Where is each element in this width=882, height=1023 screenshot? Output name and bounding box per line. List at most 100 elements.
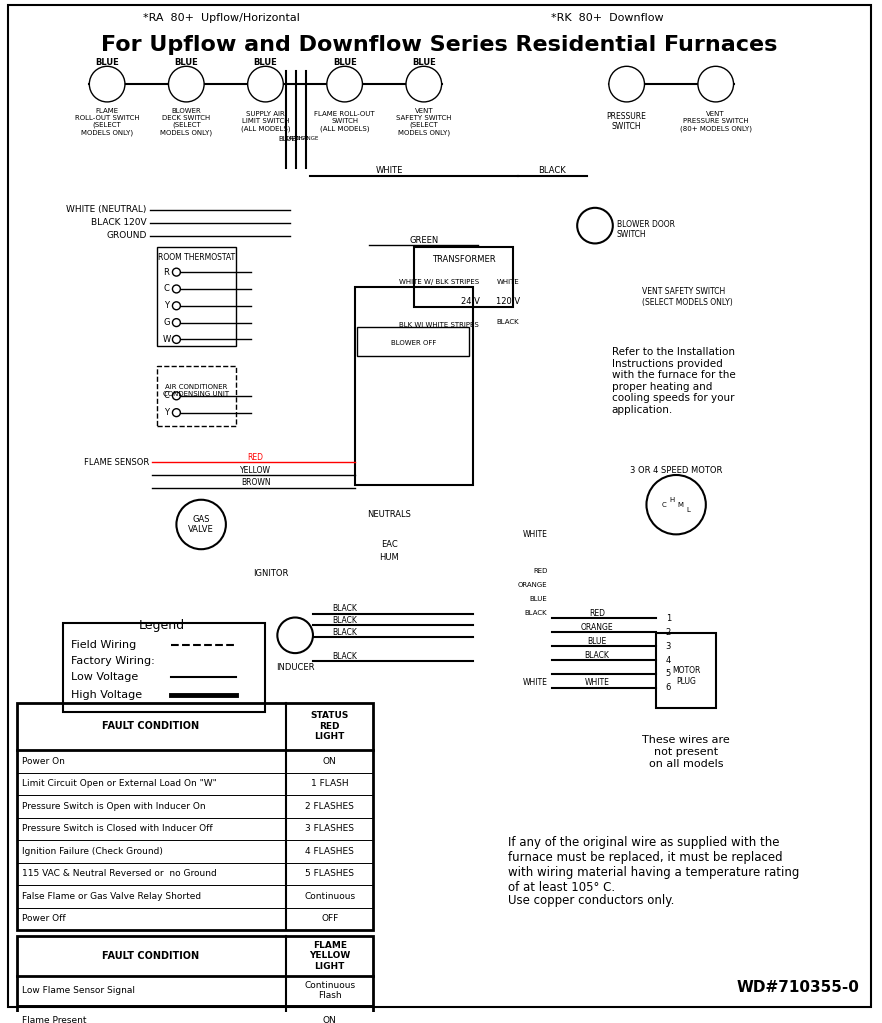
Text: 2 FLASHES: 2 FLASHES xyxy=(305,802,355,811)
Text: VENT
SAFETY SWITCH
(SELECT
MODELS ONLY): VENT SAFETY SWITCH (SELECT MODELS ONLY) xyxy=(396,107,452,136)
Circle shape xyxy=(173,336,180,344)
Text: Pressure Switch is Open with Inducer On: Pressure Switch is Open with Inducer On xyxy=(22,802,206,811)
Text: FAULT CONDITION: FAULT CONDITION xyxy=(102,951,199,961)
Text: 3 OR 4 SPEED MOTOR: 3 OR 4 SPEED MOTOR xyxy=(630,465,722,475)
Text: BLOWER DOOR
SWITCH: BLOWER DOOR SWITCH xyxy=(617,220,675,239)
Text: WHITE: WHITE xyxy=(376,166,403,175)
Text: VENT SAFETY SWITCH
(SELECT MODELS ONLY): VENT SAFETY SWITCH (SELECT MODELS ONLY) xyxy=(641,287,732,307)
Circle shape xyxy=(327,66,363,102)
Text: GAS
VALVE: GAS VALVE xyxy=(188,515,214,534)
Text: BLACK: BLACK xyxy=(497,318,519,324)
Text: WHITE: WHITE xyxy=(585,678,609,687)
Text: Pressure Switch is Closed with Inducer Off: Pressure Switch is Closed with Inducer O… xyxy=(22,825,213,834)
Circle shape xyxy=(173,409,180,416)
Text: FLAME SENSOR: FLAME SENSOR xyxy=(85,457,150,466)
Bar xyxy=(17,936,373,1023)
Text: TRANSFORMER: TRANSFORMER xyxy=(431,255,495,264)
Text: 6: 6 xyxy=(666,683,671,693)
Text: 4: 4 xyxy=(666,656,671,665)
Circle shape xyxy=(406,66,442,102)
Bar xyxy=(157,366,235,426)
Text: High Voltage: High Voltage xyxy=(71,690,142,700)
Circle shape xyxy=(277,618,313,653)
Text: OFF: OFF xyxy=(321,915,339,924)
Text: BLACK: BLACK xyxy=(333,616,357,625)
Bar xyxy=(157,248,235,347)
Text: ORANGE: ORANGE xyxy=(286,136,309,141)
Text: 24 V: 24 V xyxy=(461,298,480,306)
Circle shape xyxy=(577,208,613,243)
Text: WHITE (NEUTRAL): WHITE (NEUTRAL) xyxy=(66,206,146,214)
Text: Continuous
Flash: Continuous Flash xyxy=(304,981,355,1000)
Text: RED: RED xyxy=(248,453,264,461)
Text: FLAME ROLL-OUT
SWITCH
(ALL MODELS): FLAME ROLL-OUT SWITCH (ALL MODELS) xyxy=(314,112,375,132)
Text: STATUS
RED
LIGHT: STATUS RED LIGHT xyxy=(310,711,349,742)
Text: Field Wiring: Field Wiring xyxy=(71,640,136,651)
Text: WHITE: WHITE xyxy=(523,678,548,687)
Text: BLACK: BLACK xyxy=(539,166,566,175)
Text: 120 V: 120 V xyxy=(496,298,520,306)
Text: Ignition Failure (Check Ground): Ignition Failure (Check Ground) xyxy=(22,847,163,856)
Text: Use copper conductors only.: Use copper conductors only. xyxy=(508,894,675,907)
Bar xyxy=(414,248,512,307)
Text: RED: RED xyxy=(533,568,548,574)
Text: BLACK: BLACK xyxy=(333,652,357,661)
Text: ORANGE: ORANGE xyxy=(580,623,613,632)
Text: Flame Present: Flame Present xyxy=(22,1016,86,1023)
Text: M: M xyxy=(677,501,683,507)
Text: INDUCER: INDUCER xyxy=(276,664,314,672)
Circle shape xyxy=(698,66,734,102)
Text: RED: RED xyxy=(589,609,605,618)
Text: BLUE: BLUE xyxy=(279,135,296,141)
Bar xyxy=(355,287,474,485)
Bar xyxy=(357,326,469,356)
Circle shape xyxy=(173,302,180,310)
Circle shape xyxy=(176,500,226,549)
Text: BLUE: BLUE xyxy=(95,58,119,66)
Text: 5 FLASHES: 5 FLASHES xyxy=(305,870,355,879)
Circle shape xyxy=(168,66,204,102)
Text: Factory Wiring:: Factory Wiring: xyxy=(71,656,154,666)
Text: WD#710355-0: WD#710355-0 xyxy=(736,980,859,995)
Text: 4 FLASHES: 4 FLASHES xyxy=(305,847,355,856)
Text: 1 FLASH: 1 FLASH xyxy=(311,780,348,789)
Text: BLACK: BLACK xyxy=(333,605,357,613)
Text: IGNITOR: IGNITOR xyxy=(253,570,288,578)
Text: BROWN: BROWN xyxy=(241,479,271,487)
Text: BLACK: BLACK xyxy=(585,651,609,660)
Text: BLACK: BLACK xyxy=(525,610,548,616)
Text: GREEN: GREEN xyxy=(409,236,438,244)
Text: FLAME
ROLL-OUT SWITCH
(SELECT
MODELS ONLY): FLAME ROLL-OUT SWITCH (SELECT MODELS ONL… xyxy=(75,107,139,136)
Circle shape xyxy=(609,66,645,102)
Text: G: G xyxy=(163,318,169,327)
Text: These wires are
not present
on all models: These wires are not present on all model… xyxy=(642,736,730,768)
Circle shape xyxy=(173,268,180,276)
Text: For Upflow and Downflow Series Residential Furnaces: For Upflow and Downflow Series Residenti… xyxy=(101,35,778,54)
Text: WHITE: WHITE xyxy=(523,530,548,539)
Text: WHITE W/ BLK STRIPES: WHITE W/ BLK STRIPES xyxy=(399,279,479,285)
Text: EAC: EAC xyxy=(381,540,398,548)
Text: W: W xyxy=(162,335,170,344)
Text: Y: Y xyxy=(164,302,169,310)
Text: SUPPLY AIR
LIMIT SWITCH
(ALL MODELS): SUPPLY AIR LIMIT SWITCH (ALL MODELS) xyxy=(241,112,290,132)
Text: H: H xyxy=(669,497,675,502)
Text: BLOWER
DECK SWITCH
(SELECT
MODELS ONLY): BLOWER DECK SWITCH (SELECT MODELS ONLY) xyxy=(161,107,213,136)
Text: 2: 2 xyxy=(666,628,671,637)
Text: BLUE: BLUE xyxy=(412,58,436,66)
Text: If any of the original wire as supplied with the
furnace must be replaced, it mu: If any of the original wire as supplied … xyxy=(508,836,799,894)
Text: 115 VAC & Neutral Reversed or  no Ground: 115 VAC & Neutral Reversed or no Ground xyxy=(22,870,217,879)
Text: C: C xyxy=(163,284,169,294)
Circle shape xyxy=(173,318,180,326)
Circle shape xyxy=(89,66,125,102)
Text: ROOM THERMOSTAT: ROOM THERMOSTAT xyxy=(158,253,235,262)
Text: 1: 1 xyxy=(666,614,671,623)
Text: Low Flame Sensor Signal: Low Flame Sensor Signal xyxy=(22,986,135,995)
Text: R: R xyxy=(163,268,169,276)
Circle shape xyxy=(647,475,706,534)
Text: BLK WI WHITE STRIPES: BLK WI WHITE STRIPES xyxy=(399,321,479,327)
Text: BLUE: BLUE xyxy=(333,58,356,66)
Text: *RK  80+  Downflow: *RK 80+ Downflow xyxy=(550,13,663,23)
Text: C: C xyxy=(163,392,169,400)
Text: AIR CONDITIONER
CONDENSING UNIT: AIR CONDITIONER CONDENSING UNIT xyxy=(163,385,229,397)
Text: FLAME
YELLOW
LIGHT: FLAME YELLOW LIGHT xyxy=(310,941,350,971)
